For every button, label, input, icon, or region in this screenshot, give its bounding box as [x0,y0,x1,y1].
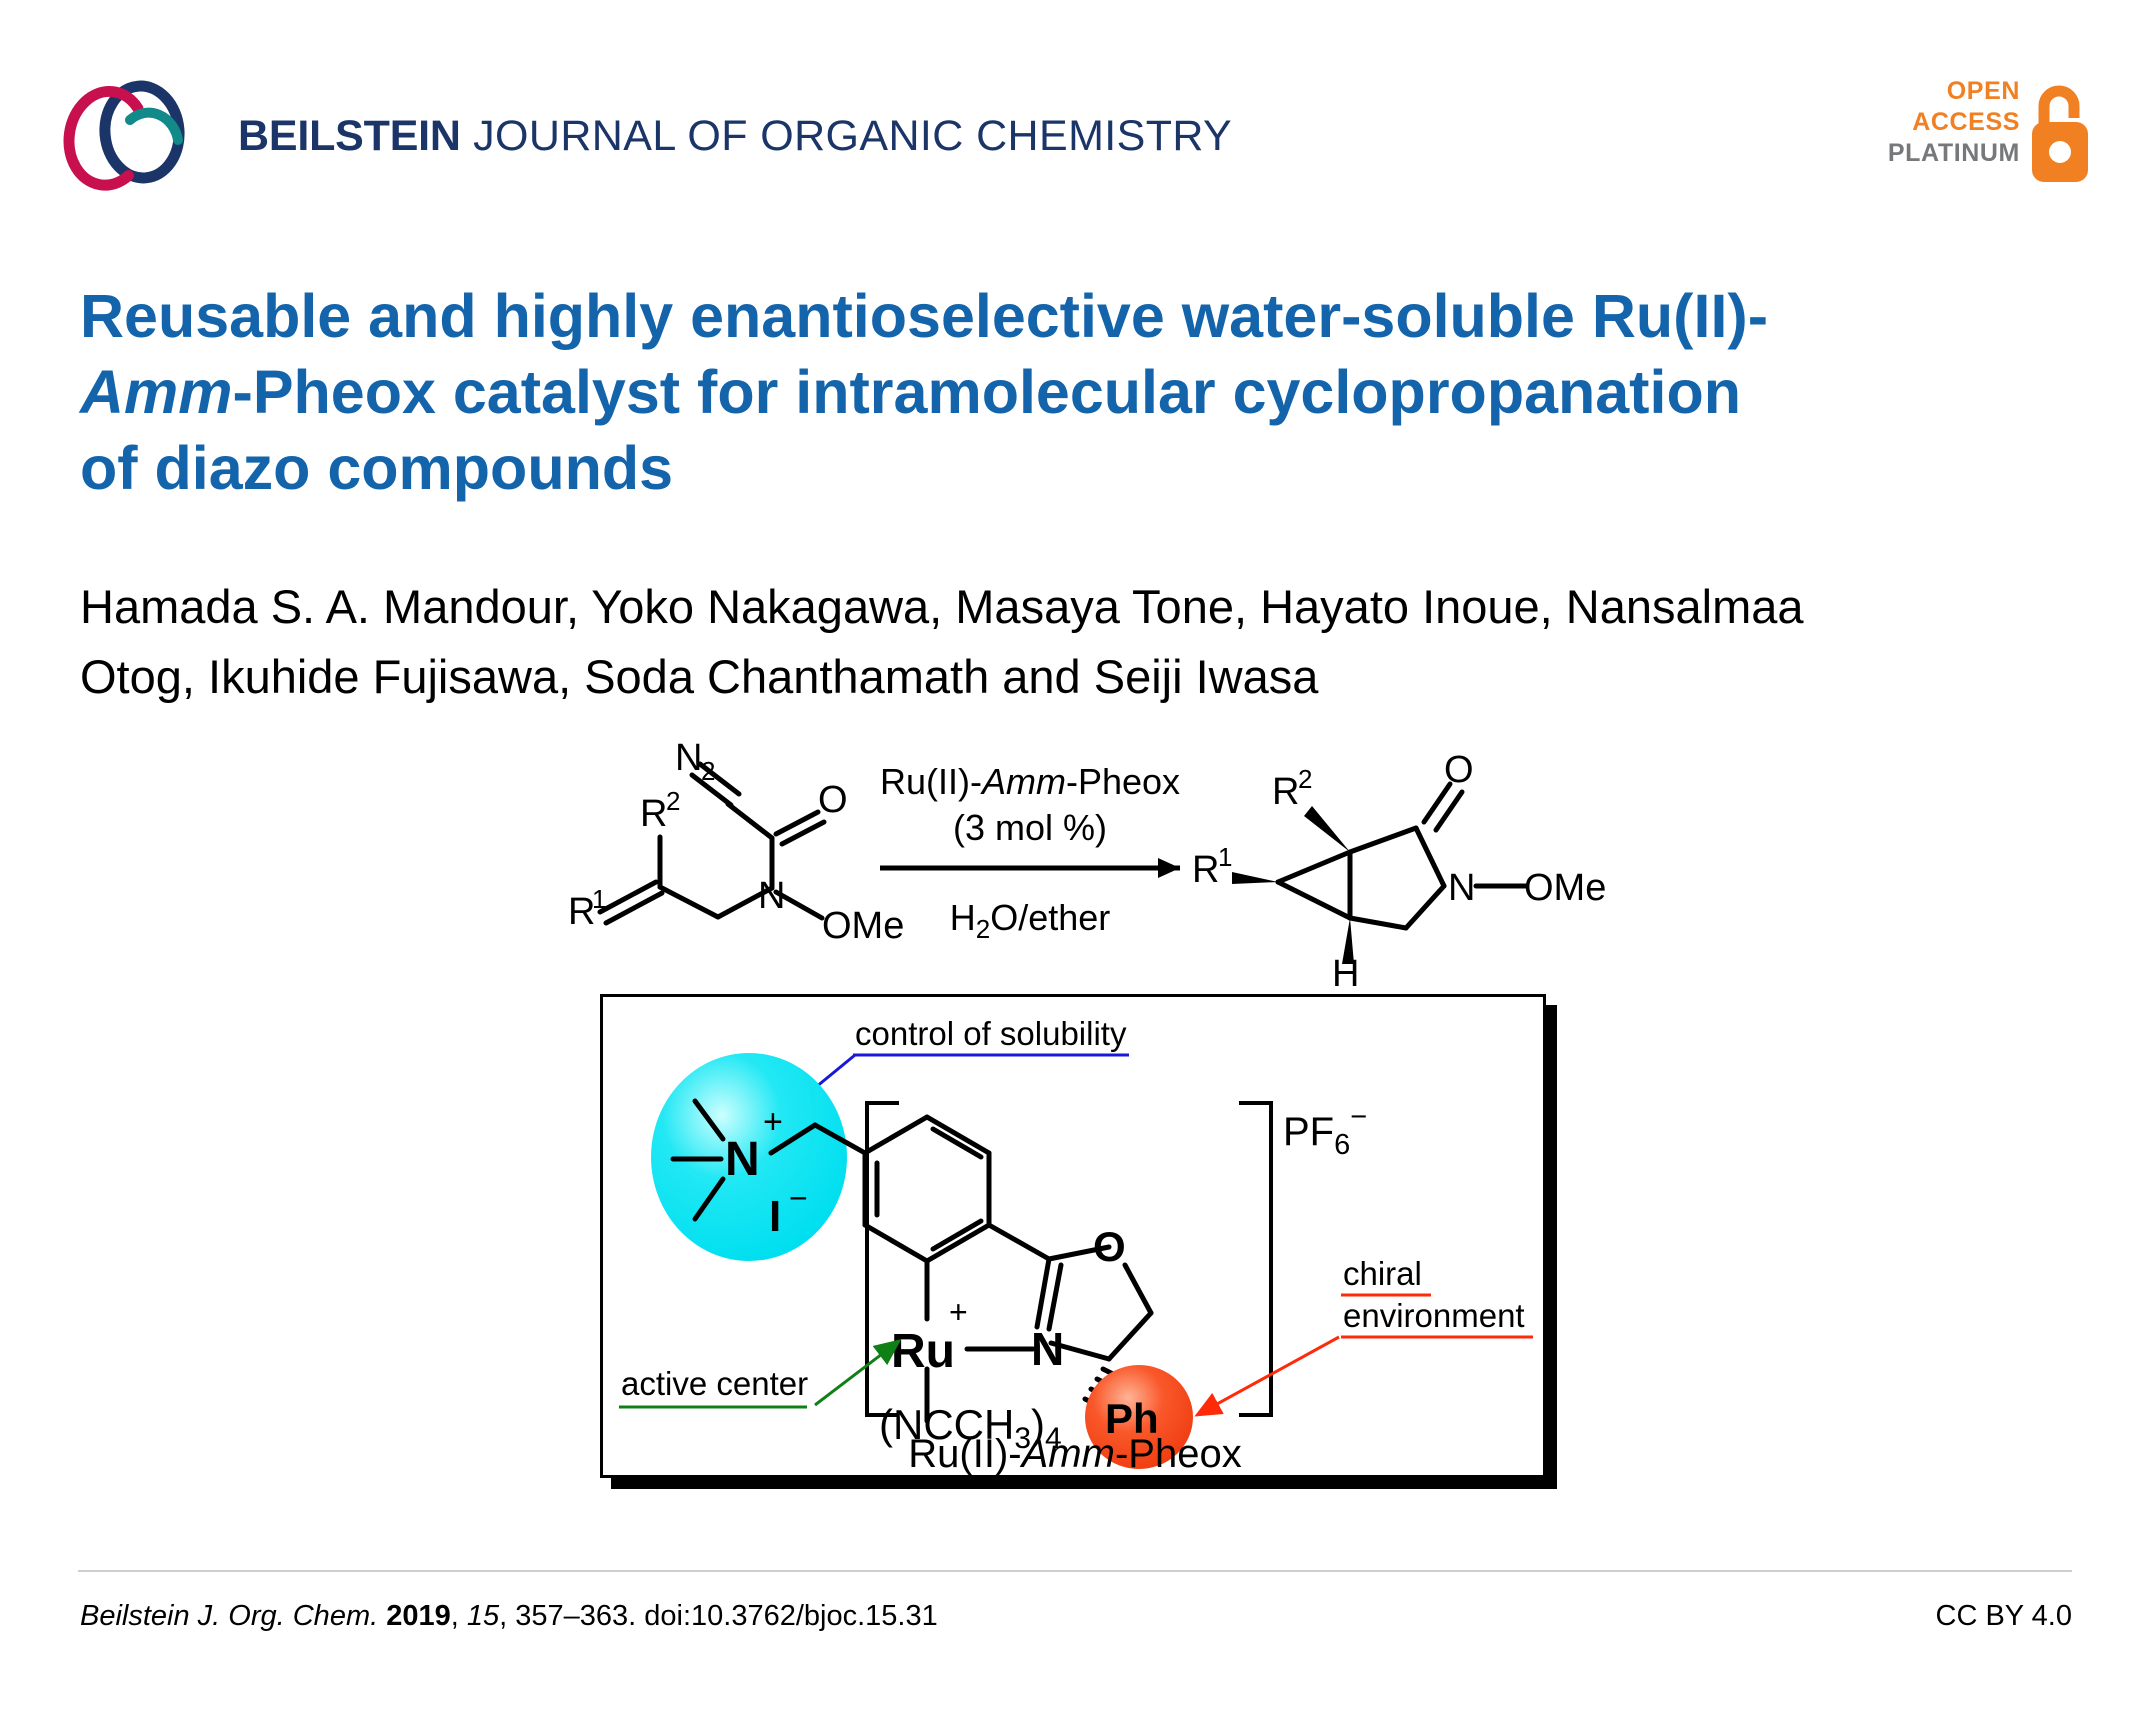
substrate-amide-n: N [758,875,785,917]
substrate-carbonyl-o: O [818,779,848,821]
annotation-chiral-line1: chiral [1343,1255,1422,1292]
citation: Beilstein J. Org. Chem. 2019, 15, 357–36… [80,1600,938,1632]
product-r1-label: R [1192,849,1219,891]
substrate-r1-label: R [568,891,595,933]
page-header: BEILSTEIN JOURNAL OF ORGANIC CHEMISTRY O… [0,0,2150,200]
open-lock-icon [2028,78,2092,186]
citation-volume: 15 [466,1600,500,1632]
product-r2-superscript: 2 [1298,764,1312,794]
citation-pages: , 357–363. doi:10.3762/bjoc.15.31 [499,1600,938,1632]
arrow-loading-label: (3 mol %) [953,807,1107,848]
catalyst-caption: Ru(II)-Amm-Pheox [908,1432,1241,1476]
arrow-catalyst-label: Ru(II)-Amm-Pheox [880,761,1180,802]
ammonium-n-label: N [725,1133,760,1186]
open-access-text: OPEN ACCESS PLATINUM [1860,76,2020,169]
title-part-1: Reusable and highly enantioselective wat… [80,282,1769,350]
oxazoline-n-label: N [1031,1323,1064,1375]
annotation-solubility-label: control of solubility [855,1015,1127,1052]
annotation-chiral-line2: environment [1343,1297,1525,1334]
substrate-ome: OMe [822,905,904,947]
complex-right-bracket [1239,1101,1273,1417]
product-r2-wedge [1304,806,1350,852]
journal-name-bold: BEILSTEIN [238,112,461,160]
product-h-wedge [1342,918,1354,964]
counterion-label: PF6− [1283,1101,1367,1161]
substrate-diazo-subscript: 2 [701,756,715,786]
substrate-r2-label: R [640,793,667,835]
journal-name-light: JOURNAL OF ORGANIC CHEMISTRY [473,112,1233,160]
ruthenium-label: Ru [891,1325,955,1378]
journal-title: BEILSTEIN JOURNAL OF ORGANIC CHEMISTRY [238,112,1232,161]
product-r1-wedge [1232,872,1278,884]
ruthenium-charge-label: + [949,1294,968,1330]
open-access-line-access: ACCESS [1912,108,2020,136]
graphical-abstract: R 1 R 2 N 2 O N OMe Ru(II)-Amm-Pheox (3 … [0,737,2150,1522]
phenyl-highlight-sphere [1085,1365,1193,1469]
license-label: CC BY 4.0 [1935,1600,2072,1632]
ammonium-charge-label: + [763,1103,783,1141]
substrate-r1-superscript: 1 [592,884,606,914]
acetonitrile-label: (NCCH3)4 [879,1401,1062,1455]
iodide-charge-label: − [789,1180,808,1216]
product-ome: OMe [1524,867,1606,909]
oxazoline-o-label: O [1093,1223,1126,1270]
complex-left-bracket [865,1101,899,1417]
author-list: Hamada S. A. Mandour, Yoko Nakagawa, Mas… [80,580,1804,703]
product-amide-n: N [1448,867,1475,909]
annotation-chiral-arrow [1194,1335,1340,1417]
open-access-line-platinum: PLATINUM [1887,139,2020,167]
beilstein-logo-icon [63,78,194,191]
annotation-active-center-label: active center [621,1365,808,1402]
product-carbonyl-o: O [1444,749,1474,791]
reaction-arrow [880,858,1180,878]
catalyst-structure-box: control of solubility N + I − [600,994,1550,1478]
substrate-r2-superscript: 2 [666,786,680,816]
title-part-2: -Pheox catalyst for intramolecular cyclo… [80,358,1741,502]
iodide-label: I [769,1192,781,1241]
arrow-solvent-label: H2O/ether [950,897,1111,944]
catalyst-frame: control of solubility N + I − [600,994,1546,1478]
page-title: Reusable and highly enantioselective wat… [80,278,1800,506]
phenyl-label: Ph [1105,1395,1159,1442]
citation-year: 2019 [386,1600,451,1632]
open-access-line-open: OPEN [1946,77,2020,105]
substrate-diazo-label: N [675,737,702,779]
product-r2-label: R [1272,771,1299,813]
reaction-scheme: R 1 R 2 N 2 O N OMe Ru(II)-Amm-Pheox (3 … [560,737,1620,995]
product-r1-superscript: 1 [1218,842,1232,872]
product-h-label: H [1332,953,1359,995]
citation-journal: Beilstein J. Org. Chem. [80,1600,379,1632]
open-access-badge: OPEN ACCESS PLATINUM [1862,76,2092,191]
title-italic-amm: Amm [80,358,233,426]
catalyst-diagram: control of solubility N + I − [619,1015,1533,1476]
footer-divider [78,1570,2072,1572]
annotation-active-center-arrow [814,1339,902,1407]
